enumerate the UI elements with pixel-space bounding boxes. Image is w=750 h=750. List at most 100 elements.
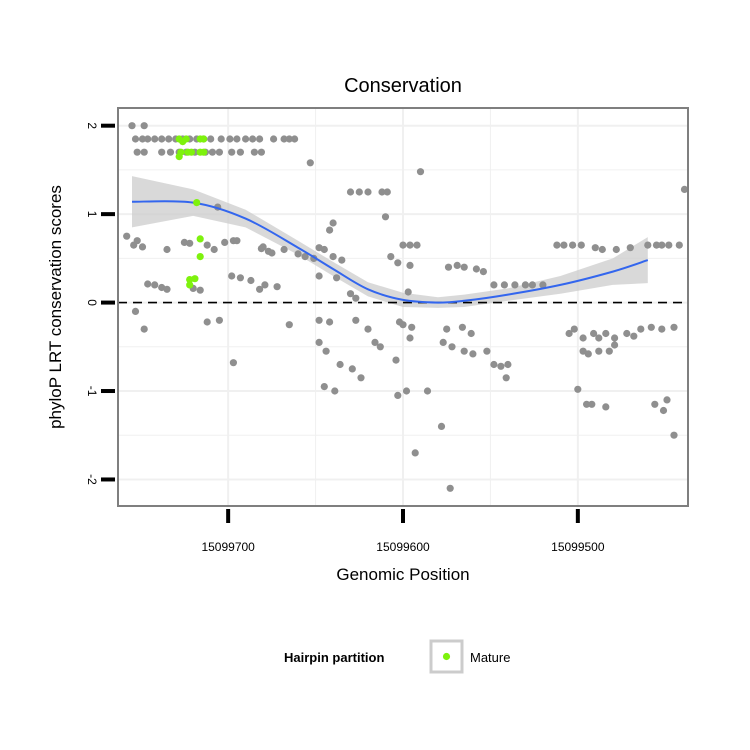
legend-label-mature: Mature <box>470 650 510 665</box>
y-tick-label: 1 <box>85 211 99 218</box>
point-other <box>268 249 276 257</box>
point-other <box>207 135 215 143</box>
point-other <box>647 323 655 331</box>
point-other <box>331 387 339 395</box>
point-other <box>402 387 411 395</box>
point-mature <box>182 135 190 143</box>
point-other <box>394 259 402 267</box>
point-other <box>280 245 288 254</box>
confidence-band-layer <box>132 176 648 308</box>
point-other <box>500 281 508 289</box>
point-mature <box>200 148 208 156</box>
point-other <box>315 316 323 324</box>
point-other <box>443 325 451 333</box>
point-other <box>483 347 491 355</box>
point-other <box>490 281 498 289</box>
point-other <box>490 360 498 369</box>
point-other <box>406 241 414 249</box>
point-other <box>186 239 194 247</box>
point-other <box>364 325 372 333</box>
point-other <box>663 396 671 404</box>
point-mature <box>186 281 194 289</box>
point-other <box>458 323 466 331</box>
legend: Hairpin partition Mature <box>284 639 510 674</box>
y-axis-title: phyloP LRT conservation scores <box>46 185 65 429</box>
point-other <box>326 318 334 326</box>
point-other <box>659 406 668 415</box>
point-other <box>273 283 281 291</box>
point-other <box>140 122 148 130</box>
point-other <box>404 288 412 296</box>
point-other <box>626 244 634 252</box>
point-other <box>144 135 152 143</box>
point-other <box>539 281 547 289</box>
point-other <box>584 350 592 358</box>
point-other <box>280 135 288 143</box>
point-other <box>411 449 419 457</box>
y-tick-label: 0 <box>85 299 99 306</box>
point-other <box>437 422 446 430</box>
point-other <box>497 362 505 370</box>
point-other <box>151 135 159 143</box>
point-other <box>338 256 346 264</box>
point-other <box>560 241 568 249</box>
point-other <box>376 343 384 351</box>
point-other <box>158 135 166 143</box>
point-other <box>588 400 596 408</box>
point-other <box>180 238 188 246</box>
point-other <box>242 135 250 143</box>
point-other <box>329 253 337 261</box>
point-mature <box>200 135 208 143</box>
point-other <box>504 360 512 369</box>
point-other <box>215 316 223 324</box>
point-other <box>233 135 241 143</box>
plot-border <box>117 107 689 507</box>
point-other <box>444 263 453 271</box>
point-other <box>381 213 390 221</box>
point-other <box>583 400 591 408</box>
point-other <box>623 329 631 338</box>
point-other <box>166 148 175 156</box>
point-other <box>521 281 530 289</box>
point-other <box>665 241 673 249</box>
point-other <box>250 148 258 156</box>
point-other <box>399 321 407 329</box>
point-other <box>215 148 223 156</box>
point-other <box>285 135 293 143</box>
point-other <box>346 290 355 298</box>
smooth-line <box>131 200 649 304</box>
point-other <box>387 253 395 261</box>
point-mature <box>193 199 201 207</box>
y-axis: 2 1 0 -1 -2 <box>85 122 115 485</box>
point-other <box>346 188 355 196</box>
point-mature <box>196 235 204 243</box>
point-other <box>355 188 363 196</box>
point-other <box>333 274 341 282</box>
point-other <box>371 338 379 346</box>
x-tick-label: 15099600 <box>376 540 430 554</box>
point-other <box>612 245 620 254</box>
point-other <box>423 387 432 395</box>
point-other <box>203 318 211 326</box>
point-other <box>413 241 421 249</box>
point-other <box>326 226 334 234</box>
point-other <box>315 272 323 280</box>
point-other <box>320 245 328 254</box>
point-other <box>502 374 510 382</box>
point-other <box>579 334 587 342</box>
point-other <box>394 391 402 399</box>
point-other <box>320 383 328 391</box>
x-axis: 15099700 15099600 15099500 <box>201 509 605 554</box>
point-other <box>226 135 234 143</box>
point-other <box>229 359 237 367</box>
point-other <box>165 135 173 143</box>
point-other <box>392 356 400 364</box>
point-other <box>446 484 454 492</box>
y-tick-label: 2 <box>85 122 99 129</box>
point-other <box>644 241 652 249</box>
point-other <box>460 347 468 355</box>
point-other <box>140 325 148 333</box>
point-other <box>128 122 136 130</box>
point-other <box>590 329 598 338</box>
point-other <box>383 188 391 196</box>
